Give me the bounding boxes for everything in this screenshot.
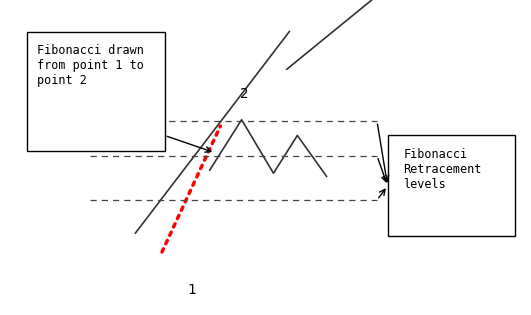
Text: 2: 2 [240, 88, 249, 101]
Text: Fibonacci
Retracement
levels: Fibonacci Retracement levels [404, 148, 482, 191]
Text: Fibonacci drawn
from point 1 to
point 2: Fibonacci drawn from point 1 to point 2 [37, 44, 144, 87]
FancyBboxPatch shape [27, 32, 165, 151]
Text: 1: 1 [187, 283, 195, 297]
FancyBboxPatch shape [388, 135, 515, 236]
